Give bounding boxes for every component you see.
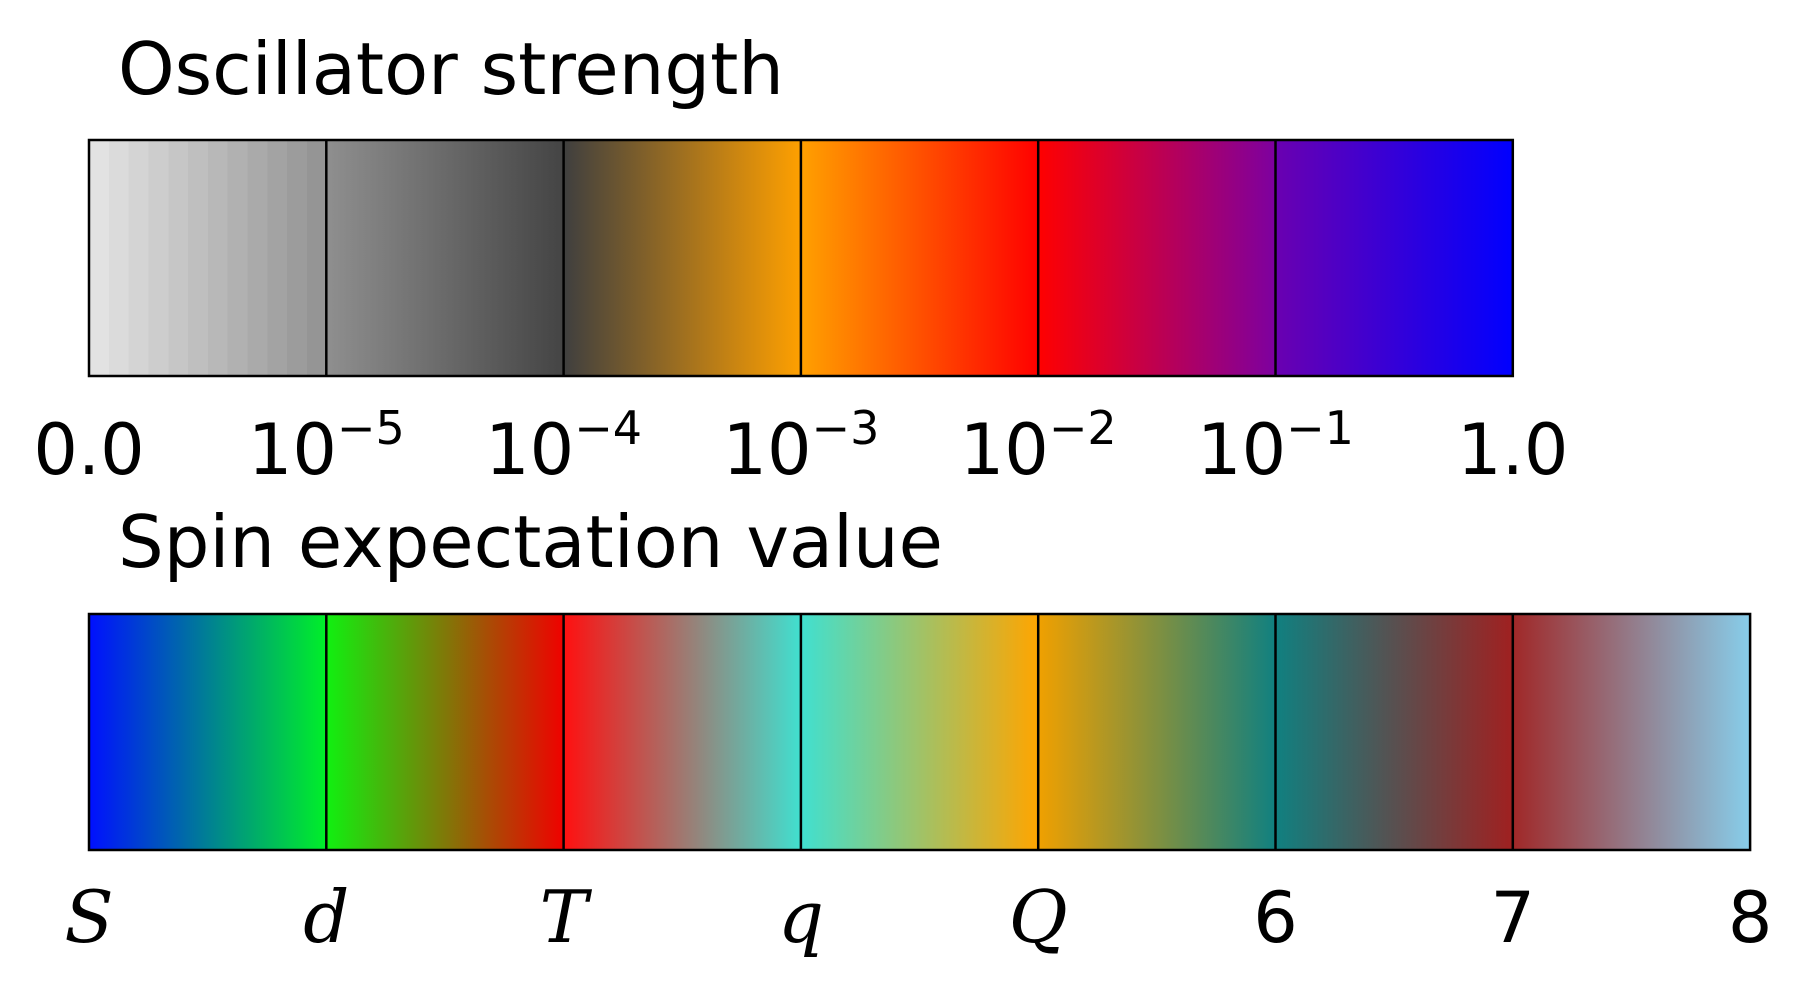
osc-segment-2 (326, 140, 565, 376)
oscillator-strength-ticks (87, 138, 1515, 378)
osc-segment-4 (800, 140, 1039, 376)
osc-tick-label: 10−3 (722, 401, 879, 491)
spin-tick-label: d (303, 875, 349, 959)
osc-tick-label: 10−5 (248, 401, 405, 491)
oscillator-strength-tick-labels: 0.0 10−5 10−4 10−3 10−2 10−1 1.0 (33, 401, 1568, 491)
osc-segment-3 (563, 140, 802, 376)
spin-tick-label: 6 (1253, 877, 1298, 959)
spin-tick-label: Q (1009, 875, 1068, 959)
spin-tick-label: 8 (1728, 877, 1773, 959)
spin-segment-5 (1038, 614, 1276, 850)
spin-expectation-segments (89, 614, 1751, 850)
spin-segment-4 (800, 614, 1039, 850)
osc-segment-6 (1275, 140, 1514, 376)
osc-segment-5 (1038, 140, 1276, 376)
oscillator-strength-title: Oscillator strength (118, 27, 784, 111)
spin-segment-3 (563, 614, 802, 850)
spin-tick-label: T (540, 875, 593, 959)
osc-tick-label: 10−1 (1197, 401, 1354, 491)
osc-segment-1 (89, 140, 327, 376)
osc-tick-label: 10−4 (485, 401, 642, 491)
osc-tick-label: 10−2 (960, 401, 1117, 491)
osc-tick-label: 0.0 (33, 409, 144, 491)
spin-tick-label: 7 (1491, 877, 1536, 959)
spin-tick-label: q (778, 875, 824, 959)
spin-expectation-title: Spin expectation value (118, 500, 943, 584)
oscillator-strength-segments (89, 140, 1514, 376)
spin-frame (87, 612, 1752, 852)
osc-tick-label: 1.0 (1457, 409, 1568, 491)
spin-segment-6 (1275, 614, 1514, 850)
spin-segment-2 (326, 614, 565, 850)
oscillator-strength-colorbar: Oscillator strength 0.0 10−5 10−4 10−3 10−2 1… (33, 27, 1568, 491)
spin-segment-7 (1512, 614, 1751, 850)
spin-segment-1 (89, 614, 327, 850)
spin-tick-label: S (64, 875, 113, 959)
spin-expectation-ticks (87, 612, 1752, 852)
